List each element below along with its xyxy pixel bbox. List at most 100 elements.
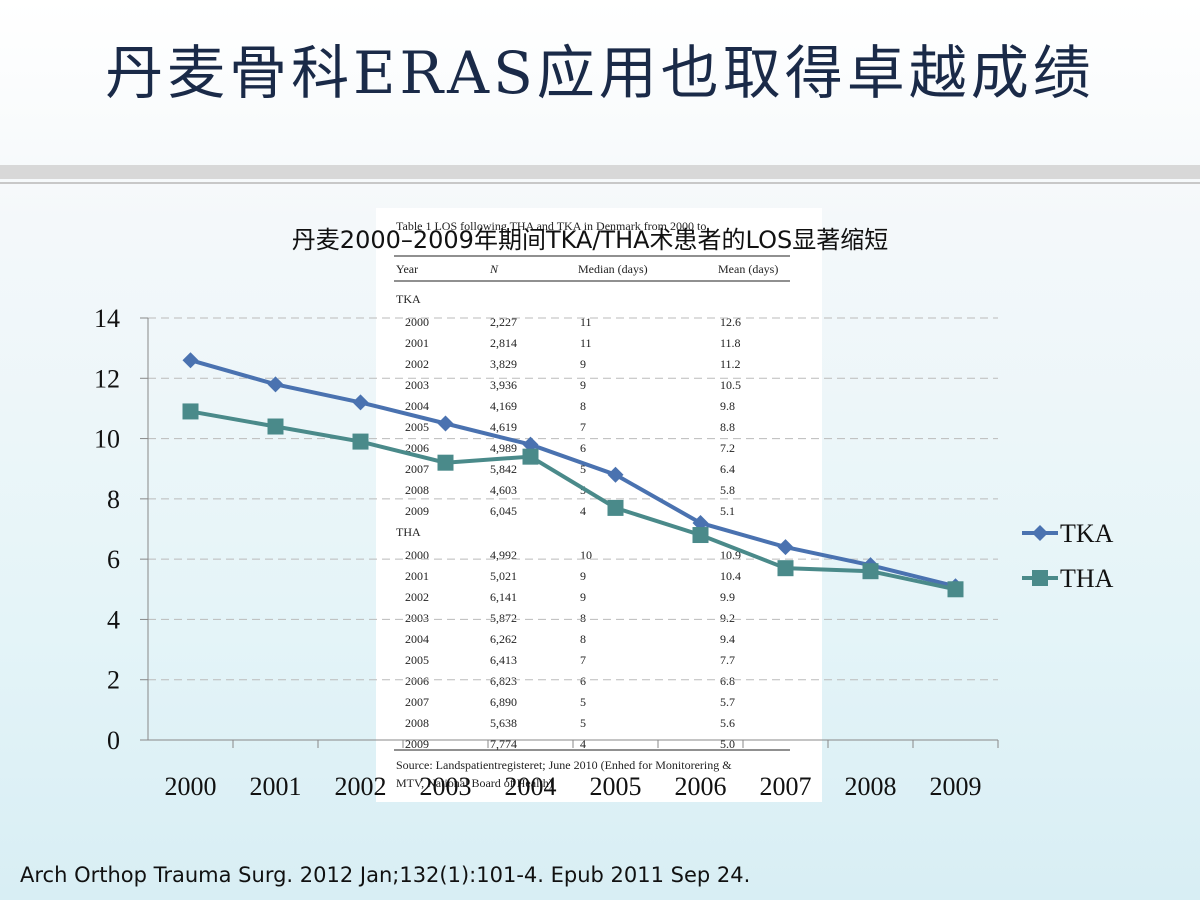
table-cell: 9 <box>580 569 586 583</box>
table-cell: 6 <box>580 441 586 455</box>
table-cell: 6,045 <box>490 504 517 518</box>
y-tick-label: 14 <box>94 304 120 333</box>
x-tick-label: 2002 <box>335 772 387 801</box>
table-cell: 10.5 <box>720 378 741 392</box>
legend-label: TKA <box>1060 519 1114 548</box>
table-cell: 4,603 <box>490 483 517 497</box>
table-header: N <box>489 262 499 276</box>
slide-title: 丹麦骨科ERAS应用也取得卓越成绩 <box>105 39 1095 107</box>
table-cell: 8.8 <box>720 420 735 434</box>
legend-marker <box>1032 525 1048 541</box>
table-cell: 2004 <box>405 399 429 413</box>
table-cell: 12.6 <box>720 315 741 329</box>
table-caption: Table 1 LOS following THA and TKA in Den… <box>396 219 706 233</box>
table-cell: 10.4 <box>720 569 741 583</box>
legend-marker <box>1032 570 1048 586</box>
table-cell: 11.2 <box>720 357 741 371</box>
table-header: Year <box>396 262 418 276</box>
y-tick-label: 8 <box>107 485 120 514</box>
table-cell: 2009 <box>405 504 429 518</box>
table-source: MTV, National Board of Health) <box>396 776 553 790</box>
table-cell: 2000 <box>405 315 429 329</box>
table-cell: 5.7 <box>720 695 735 709</box>
table-cell: 8 <box>580 399 586 413</box>
x-tick-label: 2006 <box>675 772 727 801</box>
table-cell: 2003 <box>405 378 429 392</box>
data-point <box>352 433 369 450</box>
table-cell: 4,619 <box>490 420 517 434</box>
series-line <box>189 358 956 589</box>
table-cell: 2001 <box>405 569 429 583</box>
y-tick-label: 12 <box>94 364 120 393</box>
table-cell: 8 <box>580 611 586 625</box>
table-cell: 7,774 <box>490 737 517 751</box>
data-point <box>777 560 794 577</box>
table-cell: 5,021 <box>490 569 517 583</box>
table-cell: 11 <box>580 315 592 329</box>
table-cell: 5 <box>580 695 586 709</box>
table-cell: 7 <box>580 653 586 667</box>
table-cell: 6,413 <box>490 653 517 667</box>
chart-subtitle: 丹麦2000–2009年期间TKA/THA术患者的LOS显著缩短 <box>292 226 888 254</box>
x-tick-label: 2003 <box>420 772 472 801</box>
data-point <box>692 527 709 544</box>
x-tick-label: 2000 <box>165 772 217 801</box>
x-tick-label: 2001 <box>250 772 302 801</box>
data-point <box>522 448 539 465</box>
x-tick-label: 2009 <box>930 772 982 801</box>
data-point <box>352 394 369 411</box>
data-point <box>947 581 964 598</box>
table-cell: 4 <box>580 504 586 518</box>
table-cell: 2008 <box>405 716 429 730</box>
table-cell: 9 <box>580 357 586 371</box>
table-cell: 5,638 <box>490 716 517 730</box>
x-tick-label: 2004 <box>505 772 557 801</box>
x-tick-label: 2005 <box>590 772 642 801</box>
table-cell: 9.9 <box>720 590 735 604</box>
table-cell: 9.2 <box>720 611 735 625</box>
table-cell: 9.4 <box>720 632 735 646</box>
table-cell: 5.1 <box>720 504 735 518</box>
table-cell: 2005 <box>405 420 429 434</box>
table-cell: 5.6 <box>720 716 735 730</box>
table-cell: 4,992 <box>490 548 517 562</box>
table-cell: 7 <box>580 420 586 434</box>
data-point <box>182 352 199 369</box>
table-cell: 8 <box>580 632 586 646</box>
table-cell: 3,829 <box>490 357 517 371</box>
table-section: TKA <box>396 292 421 306</box>
table-cell: 9 <box>580 590 586 604</box>
table-cell: 2009 <box>405 737 429 751</box>
y-tick-label: 6 <box>107 545 120 574</box>
table-cell: 2008 <box>405 483 429 497</box>
table-cell: 10 <box>580 548 592 562</box>
table-cell: 9.8 <box>720 399 735 413</box>
table-cell: 2007 <box>405 462 429 476</box>
data-point <box>437 454 454 471</box>
table-header: Median (days) <box>578 262 648 276</box>
table-cell: 6.4 <box>720 462 735 476</box>
title-band <box>0 165 1200 179</box>
table-source: Source: Landspatientregisteret; June 201… <box>396 758 732 772</box>
table-cell: 6,823 <box>490 674 517 688</box>
plot: 丹麦2000–2009年期间TKA/THA术患者的LOS显著缩短 0 2 4 6 8 10 1… <box>94 226 1114 801</box>
table-cell: 4,169 <box>490 399 517 413</box>
data-point <box>437 415 454 432</box>
table-cell: 2005 <box>405 653 429 667</box>
x-tick-label: 2008 <box>845 772 897 801</box>
table-cell: 6,141 <box>490 590 517 604</box>
data-point <box>607 466 624 483</box>
table-cell: 2004 <box>405 632 429 646</box>
table-cell: 5,872 <box>490 611 517 625</box>
table-cell: 2002 <box>405 590 429 604</box>
table-cell: 2006 <box>405 674 429 688</box>
y-tick-label: 10 <box>94 425 120 454</box>
table-cell: 11 <box>580 336 592 350</box>
y-tick-label: 0 <box>107 726 120 755</box>
table-cell: 5,842 <box>490 462 517 476</box>
data-point <box>777 539 794 556</box>
table-cell: 9 <box>580 378 586 392</box>
x-tick-label: 2007 <box>760 772 812 801</box>
